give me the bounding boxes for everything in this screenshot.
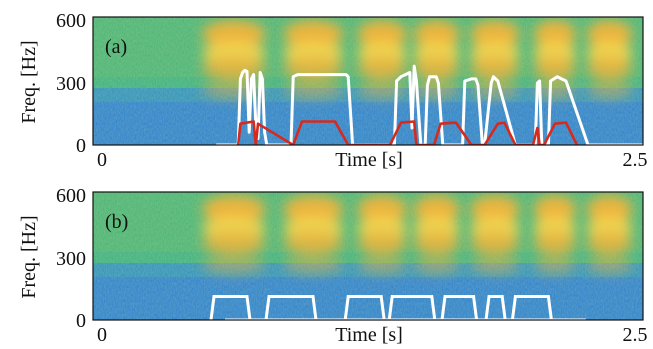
panel-b-xtick-0: 0 [97, 324, 107, 346]
panel-a-energy-blobs [202, 20, 633, 100]
panel-b-ytick-300: 300 [56, 248, 86, 270]
energy-blob-a-0-3 [202, 80, 266, 100]
panel-b-ylabel: Freq. [Hz] [18, 215, 40, 298]
energy-blob-b-5-3 [533, 255, 577, 275]
energy-blob-b-0-2 [202, 232, 266, 255]
panel-a-ylabel: Freq. [Hz] [18, 40, 40, 123]
energy-blob-b-2-0 [357, 195, 407, 224]
panel-a-frame [92, 16, 644, 146]
energy-blob-b-1-2 [283, 232, 344, 255]
panel-a-ytick-0: 0 [76, 135, 86, 157]
energy-blob-a-4-2 [470, 57, 520, 80]
energy-blob-a-1-0 [283, 20, 344, 49]
energy-blob-a-6-0 [586, 20, 633, 49]
energy-blob-a-5-0 [533, 20, 577, 49]
panel-b-label: (b) [105, 211, 128, 233]
panel-a-pitch-tracks [216, 64, 643, 145]
voicing-pulse-b-6 [510, 295, 553, 320]
voicing-pulse-b-2 [343, 295, 386, 320]
panel-b-spectrogram [93, 192, 643, 320]
energy-blob-b-5-0 [533, 195, 577, 224]
energy-blob-a-2-0 [357, 20, 407, 49]
energy-blob-a-2-2 [357, 57, 407, 80]
energy-blob-a-2-3 [357, 80, 407, 100]
energy-blob-a-0-2 [202, 57, 266, 80]
energy-blob-a-5-2 [533, 57, 577, 80]
energy-blob-a-3-3 [413, 80, 460, 100]
panel-a-ytick-300: 300 [56, 73, 86, 95]
panel-a-label: (a) [105, 36, 127, 58]
energy-blob-a-1-3 [283, 80, 344, 100]
energy-blob-b-5-2 [533, 232, 577, 255]
energy-blob-b-3-3 [413, 255, 460, 275]
energy-blob-a-6-2 [586, 57, 633, 80]
energy-blob-b-2-3 [357, 255, 407, 275]
track-a-0 [216, 64, 643, 145]
energy-blob-b-6-3 [586, 255, 633, 275]
energy-blob-b-1-3 [283, 255, 344, 275]
energy-blob-b-4-2 [470, 232, 520, 255]
energy-blob-b-6-0 [586, 195, 633, 224]
energy-blob-a-5-3 [533, 80, 577, 100]
energy-blob-a-4-3 [470, 80, 520, 100]
energy-blob-a-4-0 [470, 20, 520, 49]
panel-a-spectrogram [93, 17, 643, 145]
energy-blob-a-3-2 [413, 57, 460, 80]
panel-b: (b) 600 300 0 Freq. [Hz] 0 Time [s] 2.5 [18, 185, 648, 346]
energy-blob-b-3-2 [413, 232, 460, 255]
energy-blob-b-3-0 [413, 195, 460, 224]
energy-blob-b-4-0 [470, 195, 520, 224]
panel-b-xlabel: Time [s] [335, 324, 403, 346]
voicing-pulse-b-0 [209, 295, 252, 320]
panel-a-xtick-0: 0 [97, 149, 107, 171]
energy-blob-b-4-3 [470, 255, 520, 275]
energy-blob-a-6-3 [586, 80, 633, 100]
panel-b-energy-blobs [202, 195, 633, 275]
energy-blob-b-6-2 [586, 232, 633, 255]
panel-a: (a) 600 300 0 Freq. [Hz] 0 Time [s] 2.5 [18, 10, 648, 171]
panel-b-pitch-tracks [209, 295, 586, 320]
energy-blob-b-2-2 [357, 232, 407, 255]
panel-b-frame [92, 191, 644, 321]
energy-blob-a-0-0 [202, 20, 266, 49]
panel-a-xlabel: Time [s] [335, 149, 403, 171]
voicing-pulse-b-3 [387, 295, 437, 320]
voicing-pulse-b-4 [440, 295, 479, 320]
voicing-pulse-b-5 [484, 295, 507, 320]
panel-b-ytick-0: 0 [76, 310, 86, 332]
energy-blob-b-0-0 [202, 195, 266, 224]
energy-blob-a-3-0 [413, 20, 460, 49]
voicing-pulse-b-1 [264, 295, 318, 320]
energy-blob-b-0-3 [202, 255, 266, 275]
panel-b-ytick-600: 600 [56, 185, 86, 207]
panel-a-ytick-600: 600 [56, 10, 86, 32]
energy-blob-b-1-0 [283, 195, 344, 224]
panel-a-xtick-2-5: 2.5 [623, 149, 648, 171]
panel-b-xtick-2-5: 2.5 [623, 324, 648, 346]
track-a-1 [236, 120, 579, 145]
